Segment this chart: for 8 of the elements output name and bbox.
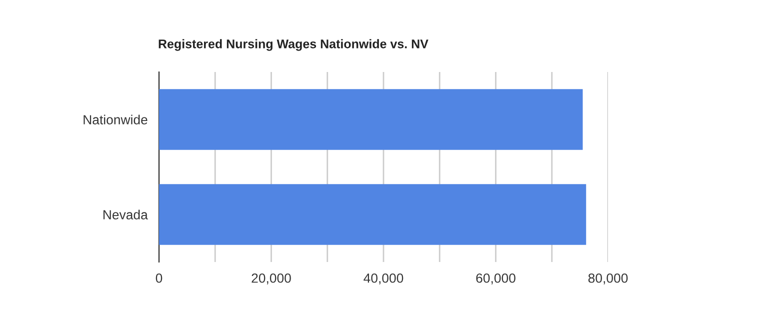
x-tick-label: 40,000	[364, 273, 404, 284]
x-tick-label: 80,000	[588, 273, 628, 284]
x-tick-label: 60,000	[476, 273, 516, 284]
x-tick-label: 20,000	[252, 273, 291, 284]
y-tick-label: Nevada	[103, 210, 148, 220]
chart-title: Registered Nursing Wages Nationwide vs. NV	[158, 39, 428, 51]
x-tick-label: 0	[156, 273, 162, 283]
y-tick-label: Nationwide	[84, 114, 148, 124]
